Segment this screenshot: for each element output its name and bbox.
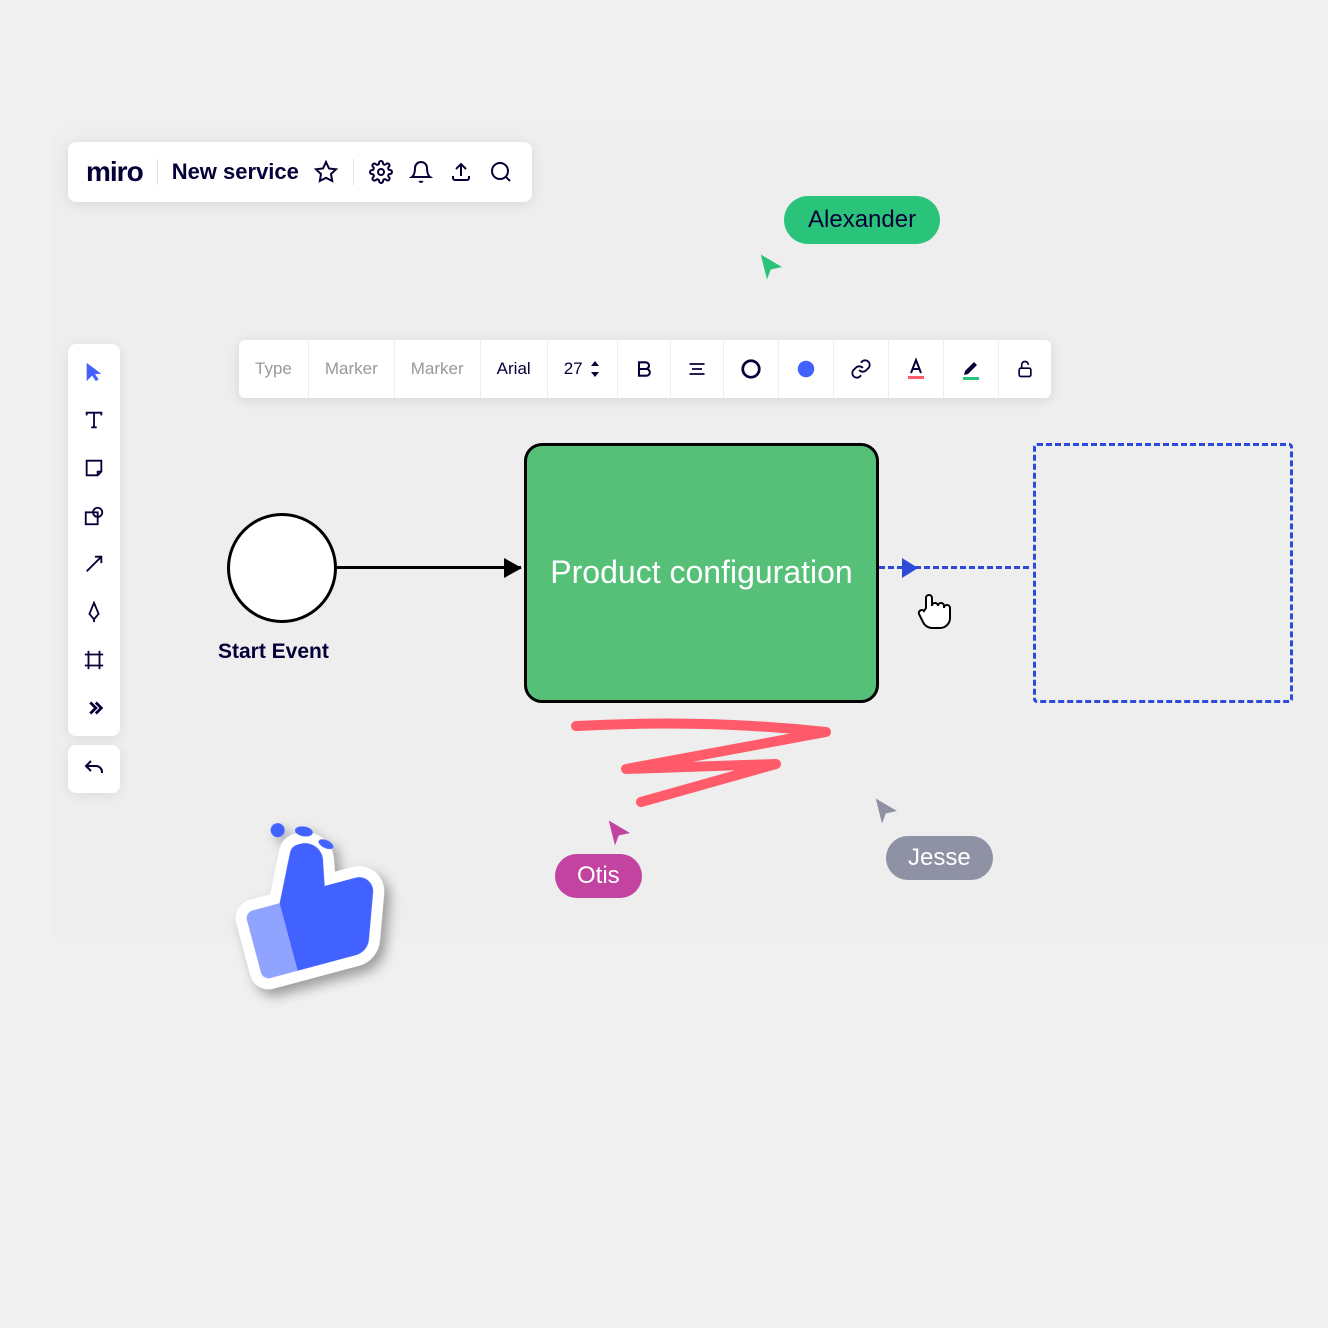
bell-icon[interactable] bbox=[408, 159, 434, 185]
text-color-button[interactable] bbox=[889, 340, 944, 398]
text-tool[interactable] bbox=[76, 402, 112, 438]
marker-end-dropdown[interactable]: Marker bbox=[395, 340, 481, 398]
process-node[interactable]: Product configuration bbox=[524, 443, 879, 703]
board-title[interactable]: New service bbox=[172, 159, 299, 185]
user-cursor-jesse-pill: Jesse bbox=[886, 836, 993, 880]
link-button[interactable] bbox=[834, 340, 889, 398]
app-logo[interactable]: miro bbox=[86, 156, 143, 188]
align-button[interactable] bbox=[671, 340, 724, 398]
type-dropdown[interactable]: Type bbox=[239, 340, 309, 398]
more-tools[interactable] bbox=[76, 690, 112, 726]
pen-tool[interactable] bbox=[76, 594, 112, 630]
user-cursor-otis-icon bbox=[605, 818, 635, 853]
top-toolbar: miro New service bbox=[68, 142, 532, 202]
start-event-node[interactable] bbox=[227, 513, 337, 623]
gear-icon[interactable] bbox=[368, 159, 394, 185]
undo-button[interactable] bbox=[76, 751, 112, 787]
star-icon[interactable] bbox=[313, 159, 339, 185]
lock-button[interactable] bbox=[999, 340, 1051, 398]
bold-button[interactable] bbox=[618, 340, 671, 398]
process-label: Product configuration bbox=[550, 552, 852, 594]
font-size-stepper[interactable]: 27 bbox=[548, 340, 618, 398]
font-size-value: 27 bbox=[564, 359, 583, 379]
edge-start-to-process[interactable] bbox=[337, 566, 521, 569]
hand-cursor-icon bbox=[912, 588, 958, 639]
user-cursor-jesse-icon bbox=[872, 796, 902, 831]
user-cursor-alexander-pill: Alexander bbox=[784, 196, 940, 244]
sticky-tool[interactable] bbox=[76, 450, 112, 486]
context-toolbar: Type Marker Marker Arial 27 bbox=[239, 340, 1051, 398]
font-family-dropdown[interactable]: Arial bbox=[481, 340, 548, 398]
fill-color-button[interactable] bbox=[779, 340, 834, 398]
divider bbox=[157, 159, 158, 185]
stepper-arrows-icon bbox=[589, 359, 601, 379]
export-icon[interactable] bbox=[448, 159, 474, 185]
user-cursor-alexander-icon bbox=[757, 252, 787, 287]
divider bbox=[353, 159, 354, 185]
marker-start-dropdown[interactable]: Marker bbox=[309, 340, 395, 398]
search-icon[interactable] bbox=[488, 159, 514, 185]
thumbs-up-sticker[interactable] bbox=[197, 791, 417, 1016]
frame-tool[interactable] bbox=[76, 642, 112, 678]
arrow-tool[interactable] bbox=[76, 546, 112, 582]
user-cursor-label: Alexander bbox=[808, 206, 916, 233]
squiggle-annotation[interactable] bbox=[566, 714, 846, 819]
placeholder-node[interactable] bbox=[1033, 443, 1293, 703]
user-cursor-otis-pill: Otis bbox=[555, 854, 642, 898]
highlight-button[interactable] bbox=[944, 340, 999, 398]
start-event-label: Start Event bbox=[218, 640, 329, 664]
border-color-button[interactable] bbox=[724, 340, 779, 398]
edge-arrowhead-icon bbox=[902, 558, 918, 578]
user-cursor-label: Jesse bbox=[908, 844, 971, 871]
undo-panel bbox=[68, 745, 120, 793]
left-toolbar bbox=[68, 344, 120, 736]
shape-tool[interactable] bbox=[76, 498, 112, 534]
select-tool[interactable] bbox=[76, 354, 112, 390]
user-cursor-label: Otis bbox=[577, 862, 620, 889]
